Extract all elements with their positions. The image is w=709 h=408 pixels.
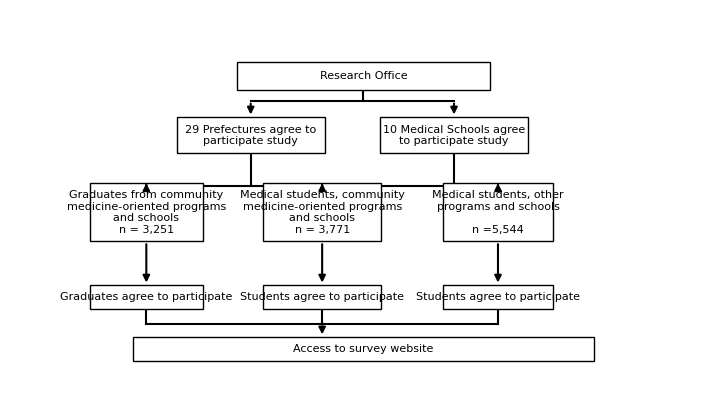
Text: 10 Medical Schools agree
to participate study: 10 Medical Schools agree to participate … <box>383 124 525 146</box>
Text: 29 Prefectures agree to
participate study: 29 Prefectures agree to participate stud… <box>185 124 316 146</box>
Text: Graduates agree to participate: Graduates agree to participate <box>60 292 233 302</box>
FancyBboxPatch shape <box>177 117 325 153</box>
FancyBboxPatch shape <box>133 337 594 361</box>
Text: Students agree to participate: Students agree to participate <box>240 292 404 302</box>
Text: Students agree to participate: Students agree to participate <box>416 292 580 302</box>
Text: Medical students, other
programs and schools

n =5,544: Medical students, other programs and sch… <box>432 190 564 235</box>
FancyBboxPatch shape <box>237 62 490 90</box>
FancyBboxPatch shape <box>263 183 381 242</box>
FancyBboxPatch shape <box>443 183 553 242</box>
FancyBboxPatch shape <box>380 117 528 153</box>
FancyBboxPatch shape <box>263 285 381 309</box>
Text: Research Office: Research Office <box>320 71 407 81</box>
FancyBboxPatch shape <box>90 285 203 309</box>
Text: Graduates from community
medicine-oriented programs
and schools
n = 3,251: Graduates from community medicine-orient… <box>67 190 226 235</box>
Text: Medical students, community
medicine-oriented programs
and schools
n = 3,771: Medical students, community medicine-ori… <box>240 190 405 235</box>
Text: Access to survey website: Access to survey website <box>294 344 433 354</box>
FancyBboxPatch shape <box>90 183 203 242</box>
FancyBboxPatch shape <box>443 285 553 309</box>
